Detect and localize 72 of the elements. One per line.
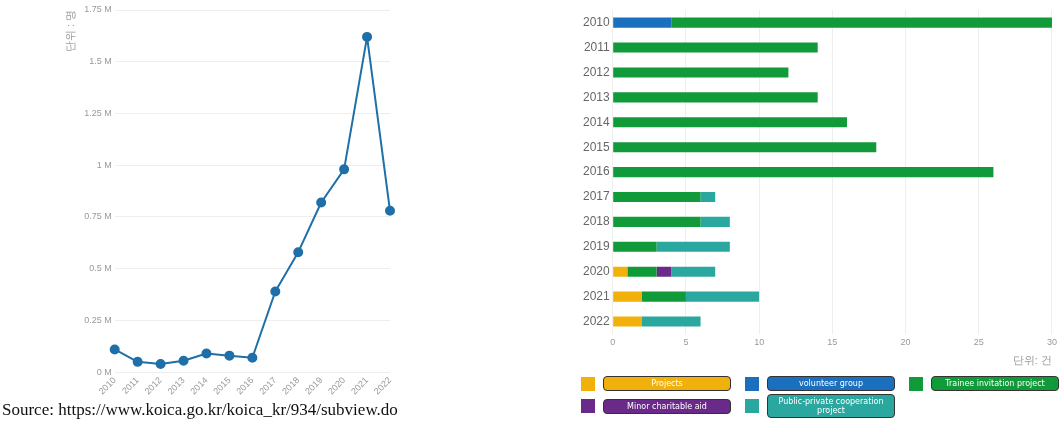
point [155, 358, 166, 369]
bar [671, 266, 716, 277]
text: Projects [603, 376, 731, 391]
y-tick-label: 0.75 M [84, 211, 112, 222]
y-tick-label: 2017 [582, 189, 611, 204]
bar [613, 291, 642, 302]
y-tick-label: 0.5 M [89, 263, 112, 274]
bar [700, 216, 730, 227]
x-axis-title: 단위: 건 [1012, 354, 1052, 367]
bar [641, 316, 701, 327]
x-tick-label: 0 [610, 336, 616, 347]
y-tick-label: 2018 [582, 214, 611, 229]
x-tick-label: 30 [1046, 336, 1057, 347]
bar [613, 142, 877, 153]
y-tick-label: 2019 [582, 239, 611, 254]
y-tick-label: 0 M [96, 366, 112, 377]
point [201, 348, 212, 359]
bar [613, 216, 701, 227]
y-tick-label: 2014 [582, 114, 611, 129]
bar [671, 17, 1052, 28]
bar [613, 167, 994, 178]
point [293, 247, 304, 258]
text: volunteer group [767, 376, 895, 391]
point [132, 356, 143, 367]
y-tick-label: 1.5 M [89, 56, 112, 67]
bar [613, 241, 657, 252]
y-tick-label: 1 M [96, 159, 112, 170]
point [385, 205, 395, 216]
point [339, 164, 350, 175]
source-note: Source: https://www.koica.go.kr/koica_kr/934/subview.do [2, 400, 399, 420]
y-tick-label: 2010 [582, 14, 611, 29]
y-tick-label: 2021 [582, 288, 611, 303]
bar [613, 42, 818, 53]
y-tick-label: 2022 [582, 313, 611, 328]
point [362, 31, 373, 42]
point [247, 352, 258, 363]
point [316, 197, 327, 208]
y-tick-label: 2015 [582, 139, 611, 154]
x-tick-label: 5 [683, 336, 689, 347]
y-tick-label: 2020 [582, 264, 611, 279]
y-tick-label: 0.25 M [84, 314, 112, 325]
y-tick-label: 2013 [582, 89, 611, 104]
point [178, 355, 189, 366]
point [270, 286, 281, 297]
y-tick-label: 1.25 M [84, 107, 112, 118]
x-tick-label: 15 [827, 336, 838, 347]
bar [613, 17, 672, 28]
bar [613, 316, 642, 327]
text: Minor charitable aid [603, 398, 731, 414]
bar [627, 266, 657, 277]
y-axis-title: 단위 : 명 [63, 10, 76, 53]
bar [613, 67, 789, 78]
bar [656, 241, 730, 252]
bar [613, 266, 628, 277]
bar [613, 92, 818, 103]
bar [613, 191, 701, 203]
bar [613, 117, 847, 128]
text: Trainee invitation project [931, 376, 1059, 391]
point [224, 350, 235, 361]
y-tick-label: 2016 [582, 164, 611, 179]
x-tick-label: 20 [900, 336, 911, 347]
x-tick-label: 10 [754, 336, 765, 347]
bar [656, 266, 672, 277]
y-tick-label: 2011 [583, 39, 611, 54]
y-tick-label: 1.75 M [84, 4, 112, 15]
text: Public-private cooperation project [767, 394, 895, 418]
bar [700, 191, 716, 203]
bar [685, 291, 760, 302]
point [109, 344, 120, 355]
x-tick-label: 25 [973, 336, 984, 347]
bar [641, 291, 686, 302]
y-tick-label: 2012 [582, 64, 611, 79]
